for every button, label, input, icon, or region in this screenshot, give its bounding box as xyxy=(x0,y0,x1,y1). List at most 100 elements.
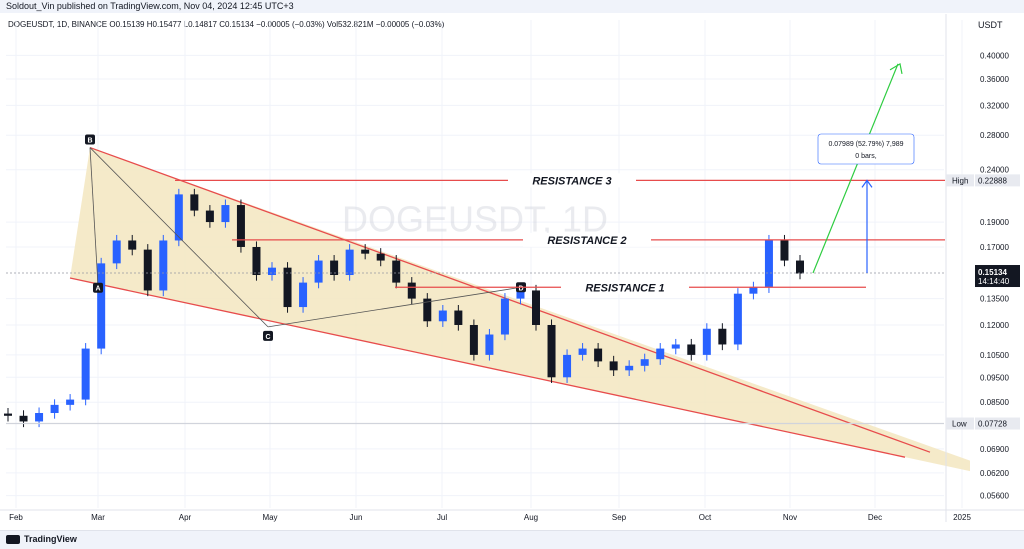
high-price-tag-label-bg xyxy=(946,174,974,187)
measure-label-2: 0 bars, xyxy=(855,153,876,160)
candle-body xyxy=(500,298,509,335)
candle-body xyxy=(392,260,401,283)
candle-body xyxy=(438,310,447,322)
projection-arrowhead xyxy=(889,62,903,75)
y-tick-label: 0.32000 xyxy=(980,101,1009,110)
point-marker xyxy=(263,330,273,341)
candle-body xyxy=(796,260,804,274)
low-price-tag-value: 0.07728 xyxy=(978,420,1007,429)
tradingview-logo[interactable]: TradingView xyxy=(6,534,77,545)
x-tick-label: Sep xyxy=(612,513,627,522)
y-tick-label: 0.28000 xyxy=(980,131,1009,140)
y-tick-label: 0.36000 xyxy=(980,75,1009,84)
y-tick-label: 0.13500 xyxy=(980,295,1009,304)
point-marker xyxy=(85,134,95,145)
point-label: A xyxy=(95,286,100,293)
candle-body xyxy=(50,404,59,414)
measure-label-1: 0.07989 (52.79%) 7,989 xyxy=(828,141,903,148)
candle-body xyxy=(66,399,75,405)
symbol-info: DOGEUSDT, 1D, BINANCE O0.15139 H0.15477 … xyxy=(8,20,445,29)
point-label: B xyxy=(87,138,92,145)
candle-body xyxy=(764,240,773,288)
wedge-fill xyxy=(70,147,970,472)
annotations: B A C D RESISTANCE 3 RESISTANCE 2 RESISTANCE 1… xyxy=(6,62,945,425)
falling-wedge xyxy=(69,146,970,472)
candle-body xyxy=(330,260,339,276)
x-tick-label: Aug xyxy=(524,513,538,522)
candle-body xyxy=(702,328,711,355)
candle-body xyxy=(423,298,432,322)
measure-box xyxy=(817,133,915,165)
low-price-tag-label: Low xyxy=(952,420,967,429)
y-tick-label: 0.17000 xyxy=(980,243,1009,252)
cd-line xyxy=(267,286,522,328)
candle-body xyxy=(563,354,572,378)
candle-body xyxy=(718,328,727,345)
y-tick-label: 0.24000 xyxy=(980,166,1009,175)
low-price-tag-value-bg xyxy=(975,417,1020,430)
candle-body xyxy=(516,290,525,299)
axes: 0.40000 0.36000 0.32000 0.28000 0.24000 0.190… xyxy=(0,14,1024,522)
point-label: D xyxy=(518,285,523,292)
candle-body xyxy=(190,194,199,211)
publisher-bar: Soldout_Vin published on TradingView.com… xyxy=(0,0,1024,13)
candle-body xyxy=(345,249,354,276)
candle-body xyxy=(407,282,416,299)
last-price-value: 0.15134 xyxy=(978,268,1007,277)
candle-body xyxy=(687,344,696,355)
ab-line xyxy=(89,147,99,286)
y-tick-label: 0.06900 xyxy=(980,445,1009,454)
candle-body xyxy=(609,361,618,371)
candle-body xyxy=(299,282,308,308)
bc-line xyxy=(89,147,269,328)
candle-body xyxy=(252,246,261,276)
candle-body xyxy=(578,348,587,355)
candle-body xyxy=(314,260,323,283)
candle-body xyxy=(780,240,789,261)
upper-trendline xyxy=(89,146,931,453)
candle-body xyxy=(485,334,494,355)
candle-body xyxy=(128,240,137,250)
candle-body xyxy=(671,344,680,349)
x-tick-label: Feb xyxy=(9,513,23,522)
x-tick-label: Apr xyxy=(179,513,192,522)
candle-body xyxy=(221,205,230,223)
high-price-tag-value-bg xyxy=(975,174,1020,187)
candle-body xyxy=(376,253,385,261)
candle-body xyxy=(4,413,12,416)
high-price-tag-value: 0.22888 xyxy=(978,176,1007,185)
currency-unit: USDT xyxy=(978,20,1003,30)
candle-body xyxy=(454,310,463,325)
resistance-label-bg xyxy=(508,173,636,188)
resistance-label: RESISTANCE 2 xyxy=(547,235,626,247)
resistance-label-bg xyxy=(523,232,651,247)
y-tick-label: 0.06200 xyxy=(980,469,1009,478)
candle-body xyxy=(361,249,370,254)
candle-body xyxy=(733,293,742,345)
x-tick-label: Mar xyxy=(91,513,105,522)
candle-body xyxy=(594,348,603,362)
candle-body xyxy=(174,194,183,241)
y-tick-label: 0.08500 xyxy=(980,398,1009,407)
x-tick-label: Nov xyxy=(783,513,797,522)
x-tick-label: 2025 xyxy=(953,513,971,522)
last-price-bg xyxy=(975,265,1020,288)
candle-body xyxy=(97,263,106,349)
high-price-tag-label: High xyxy=(952,176,968,185)
candle-body xyxy=(283,267,292,308)
x-tick-label: May xyxy=(262,513,277,522)
candle-body xyxy=(268,267,276,276)
lower-trendline xyxy=(69,277,906,458)
candles xyxy=(4,188,804,428)
candle-body xyxy=(625,365,634,371)
x-tick-label: Oct xyxy=(699,513,712,522)
last-price-countdown: 14:14:40 xyxy=(978,277,1010,286)
candle-body xyxy=(236,205,245,247)
candle-body xyxy=(159,240,168,291)
x-tick-label: Dec xyxy=(868,513,882,522)
candle-body xyxy=(19,415,28,422)
candle-body xyxy=(112,240,121,264)
x-tick-label: Jun xyxy=(350,513,363,522)
candle-body xyxy=(81,348,90,400)
